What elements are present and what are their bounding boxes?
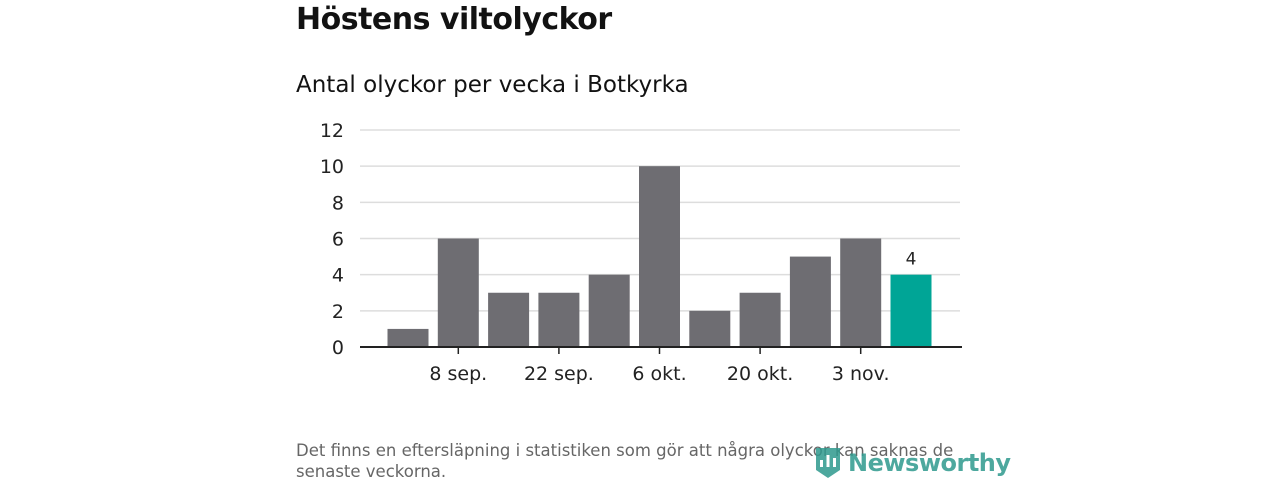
bar — [789, 256, 831, 347]
x-tick-label: 6 okt. — [632, 363, 686, 385]
bar — [890, 274, 932, 347]
bar — [840, 238, 882, 347]
bar — [387, 328, 429, 347]
y-tick-label: 4 — [332, 265, 344, 287]
y-tick-label: 6 — [332, 229, 344, 251]
y-tick-label: 10 — [320, 156, 344, 178]
x-tick-label: 22 sep. — [524, 363, 594, 385]
bar — [739, 292, 781, 347]
bar — [437, 238, 479, 347]
bar — [588, 274, 630, 347]
y-tick-label: 8 — [332, 192, 344, 214]
data-label: 4 — [906, 250, 917, 270]
logo-text: Newsworthy — [848, 449, 1011, 477]
logo-icon — [816, 448, 840, 478]
y-tick-label: 0 — [332, 337, 344, 359]
bar — [488, 292, 530, 347]
x-tick-label: 3 nov. — [832, 363, 890, 385]
footnote: Det finns en eftersläpning i statistiken… — [296, 441, 954, 481]
chart-title: Höstens viltolyckor — [296, 2, 612, 37]
chart-subtitle: Antal olyckor per vecka i Botkyrka — [296, 72, 689, 98]
x-tick-label: 20 okt. — [727, 363, 793, 385]
bar — [538, 292, 580, 347]
newsworthy-logo: Newsworthy — [814, 446, 1011, 480]
x-tick-label: 8 sep. — [429, 363, 487, 385]
bar — [639, 166, 680, 347]
bar — [689, 310, 731, 347]
y-tick-label: 12 — [320, 120, 344, 142]
y-tick-label: 2 — [332, 301, 344, 323]
